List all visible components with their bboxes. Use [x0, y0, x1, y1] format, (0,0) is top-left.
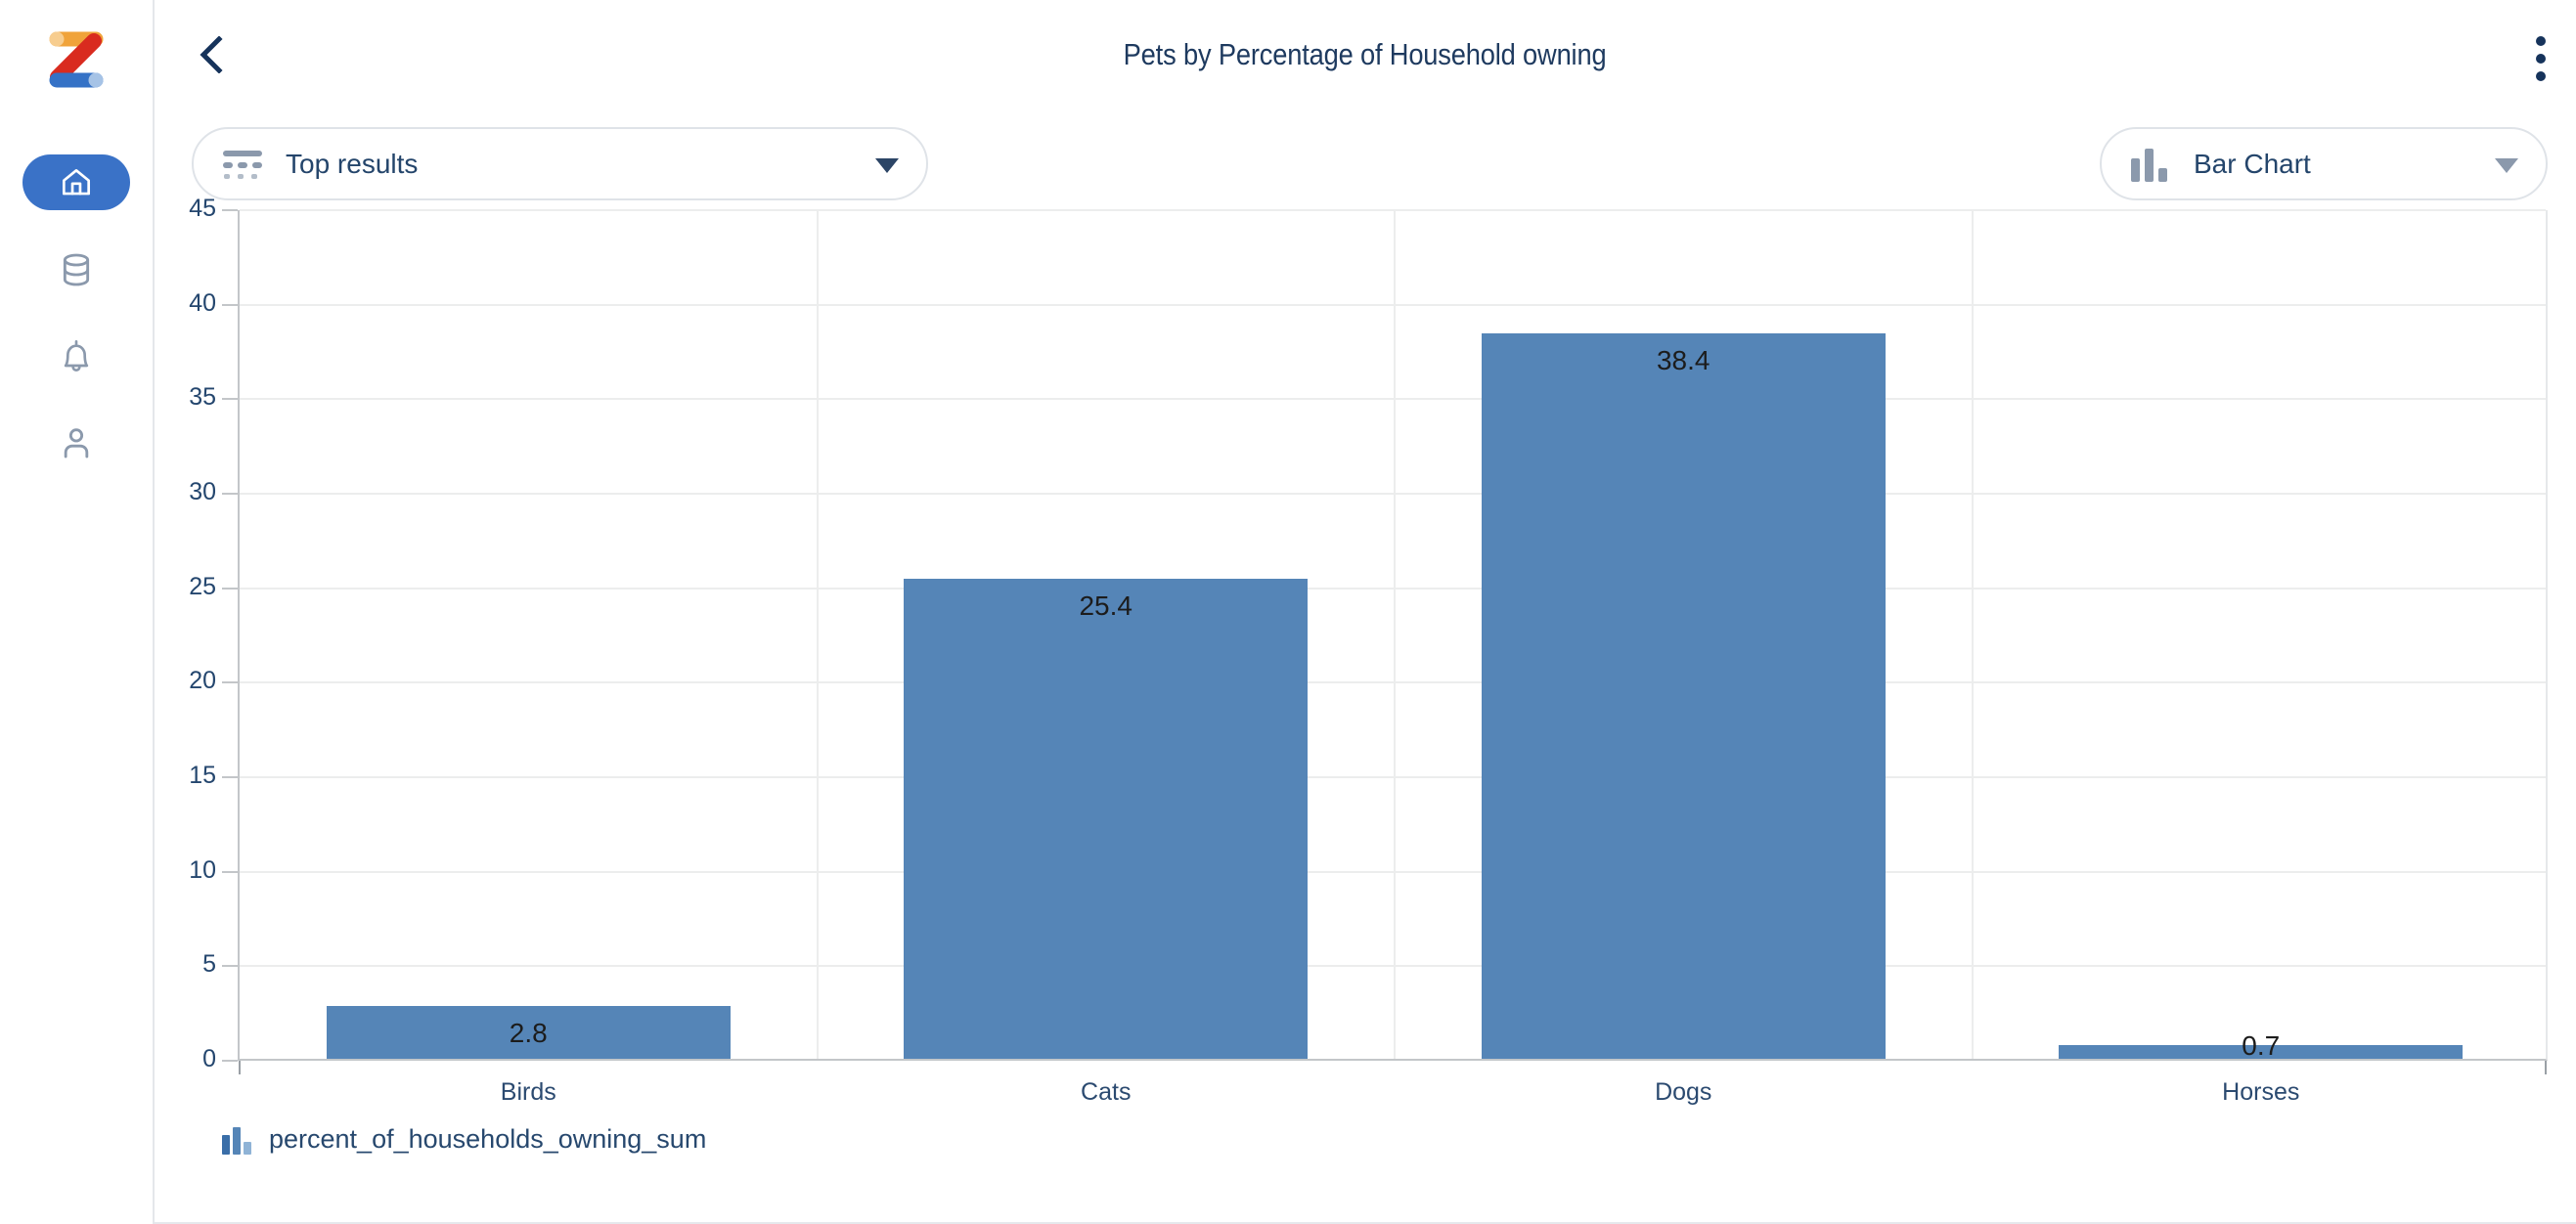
y-axis-label: 15	[189, 762, 216, 789]
bar-dogs[interactable]	[1481, 332, 1886, 1059]
sidebar-item-home[interactable]	[22, 154, 130, 210]
x-axis-label-dogs: Dogs	[1655, 1078, 1712, 1106]
kebab-dot	[2536, 71, 2546, 81]
chart-type-label: Bar Chart	[2194, 148, 2311, 179]
y-axis-label: 30	[189, 478, 216, 505]
gridline-x-2	[1394, 210, 1396, 1059]
y-axis-label: 35	[189, 383, 216, 412]
gridline-x-3	[1971, 210, 1974, 1059]
x-axis-edge-tick-right	[2545, 1061, 2547, 1074]
y-axis-label: 5	[202, 950, 216, 979]
x-axis-label-cats: Cats	[1081, 1078, 1132, 1106]
bar-value-label: 38.4	[1656, 344, 1710, 375]
page-title: Pets by Percentage of Household owning	[1124, 37, 1607, 71]
y-axis-label: 10	[189, 855, 216, 884]
database-icon	[57, 250, 96, 289]
sidebar-item-data[interactable]	[22, 241, 130, 297]
bar-birds[interactable]	[326, 1005, 731, 1059]
gridline-y-5	[240, 965, 2546, 968]
y-axis-label: 20	[189, 667, 216, 695]
top-results-label: Top results	[286, 148, 419, 179]
bar-value-label: 25.4	[1079, 590, 1133, 621]
gridline-y-35	[240, 398, 2546, 401]
chevron-left-icon	[199, 34, 224, 78]
legend-label: percent_of_households_owning_sum	[269, 1124, 707, 1154]
y-tick-25	[222, 587, 238, 590]
y-tick-15	[222, 776, 238, 778]
sidebar	[0, 0, 155, 1224]
plot-area: 0 5 10 15 20 25 30 35 40 45 2.8 Birds 25.4 Cats 38.4 Do…	[189, 195, 2548, 1106]
zing-logo	[44, 27, 109, 92]
chart-type-dropdown[interactable]: Bar Chart	[2100, 127, 2548, 200]
gridline-y-20	[240, 681, 2546, 684]
y-axis-label: 0	[202, 1045, 216, 1072]
sidebar-item-notifications[interactable]	[22, 328, 130, 383]
y-tick-10	[222, 870, 238, 873]
y-tick-5	[222, 965, 238, 968]
gridline-y-25	[240, 587, 2546, 590]
bar-chart-icon	[2131, 147, 2174, 182]
gridline-y-40	[240, 303, 2546, 306]
x-axis-label-birds: Birds	[500, 1078, 556, 1106]
legend-item[interactable]: percent_of_households_owning_sum	[222, 1124, 706, 1155]
y-axis-label: 25	[189, 572, 216, 600]
y-tick-40	[222, 303, 238, 306]
bar-horses[interactable]	[2059, 1045, 2464, 1059]
x-axis-edge-tick-left	[239, 1061, 241, 1074]
user-icon	[57, 422, 96, 461]
bottom-divider	[155, 1222, 2576, 1224]
zing-logo-icon	[49, 31, 104, 88]
gridline-y-15	[240, 776, 2546, 778]
kebab-dot	[2536, 36, 2546, 46]
header: Pets by Percentage of Household owning	[155, 37, 2576, 72]
bar-cats[interactable]	[904, 578, 1309, 1059]
home-icon	[58, 164, 95, 201]
chevron-down-icon	[2495, 157, 2518, 173]
top-results-icon	[221, 147, 266, 182]
bell-icon	[57, 336, 96, 375]
y-axis-label: 45	[189, 195, 216, 222]
bar-value-label: 0.7	[2242, 1030, 2281, 1062]
y-tick-35	[222, 398, 238, 401]
y-tick-30	[222, 493, 238, 495]
gridline-y-30	[240, 493, 2546, 495]
chevron-down-icon	[875, 157, 899, 173]
gridline-y-45	[240, 209, 2546, 211]
gridline-x-1	[816, 210, 819, 1059]
more-options-button[interactable]	[2521, 29, 2560, 88]
y-axis-label: 40	[189, 288, 216, 317]
kebab-dot	[2536, 54, 2546, 64]
series-bar-icon	[222, 1125, 253, 1155]
back-button[interactable]	[190, 34, 233, 78]
bar-value-label: 2.8	[509, 1017, 548, 1048]
x-axis-label-horses: Horses	[2222, 1078, 2300, 1106]
top-results-dropdown[interactable]: Top results	[192, 127, 928, 200]
y-tick-45	[222, 209, 238, 211]
gridline-y-10	[240, 870, 2546, 873]
sidebar-item-profile[interactable]	[22, 414, 130, 469]
y-tick-20	[222, 681, 238, 684]
y-tick-0	[222, 1060, 238, 1062]
